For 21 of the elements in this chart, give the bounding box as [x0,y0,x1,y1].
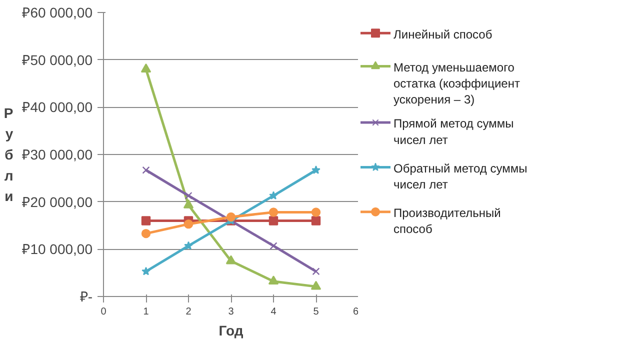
legend-label: Обратный метод суммы чисел лет [394,161,528,192]
x-tick-label: 4 [270,306,277,318]
legend-label: Метод уменьшаемого остатка (коэффициент ускорения – 3) [394,60,520,107]
legend-label: Производительный способ [394,206,501,236]
y-tick-label: ₽40 000,00 [22,99,93,116]
x-tick-label: 5 [313,306,320,318]
x-tick-label: 2 [186,306,192,318]
y-tick-label: ₽30 000,00 [22,146,93,162]
x-tick-label: 0 [100,306,107,318]
legend-label: Линейный способ [394,27,492,42]
y-tick-label: ₽- [80,288,93,304]
y-tick-label: ₽20 000,00 [22,194,93,210]
legend-label: Прямой метод суммы чисел лет [394,116,514,147]
x-tick-label: 1 [143,306,150,318]
y-tick-label: ₽50 000,00 [22,52,93,68]
x-axis-title: Год [218,322,244,338]
x-tick-label: 3 [228,306,234,318]
y-axis-title: Рубли [4,104,14,204]
y-tick-label: ₽60 000,00 [22,4,93,20]
y-tick-label: ₽10 000,00 [22,241,93,258]
x-tick-label: 6 [352,306,359,318]
